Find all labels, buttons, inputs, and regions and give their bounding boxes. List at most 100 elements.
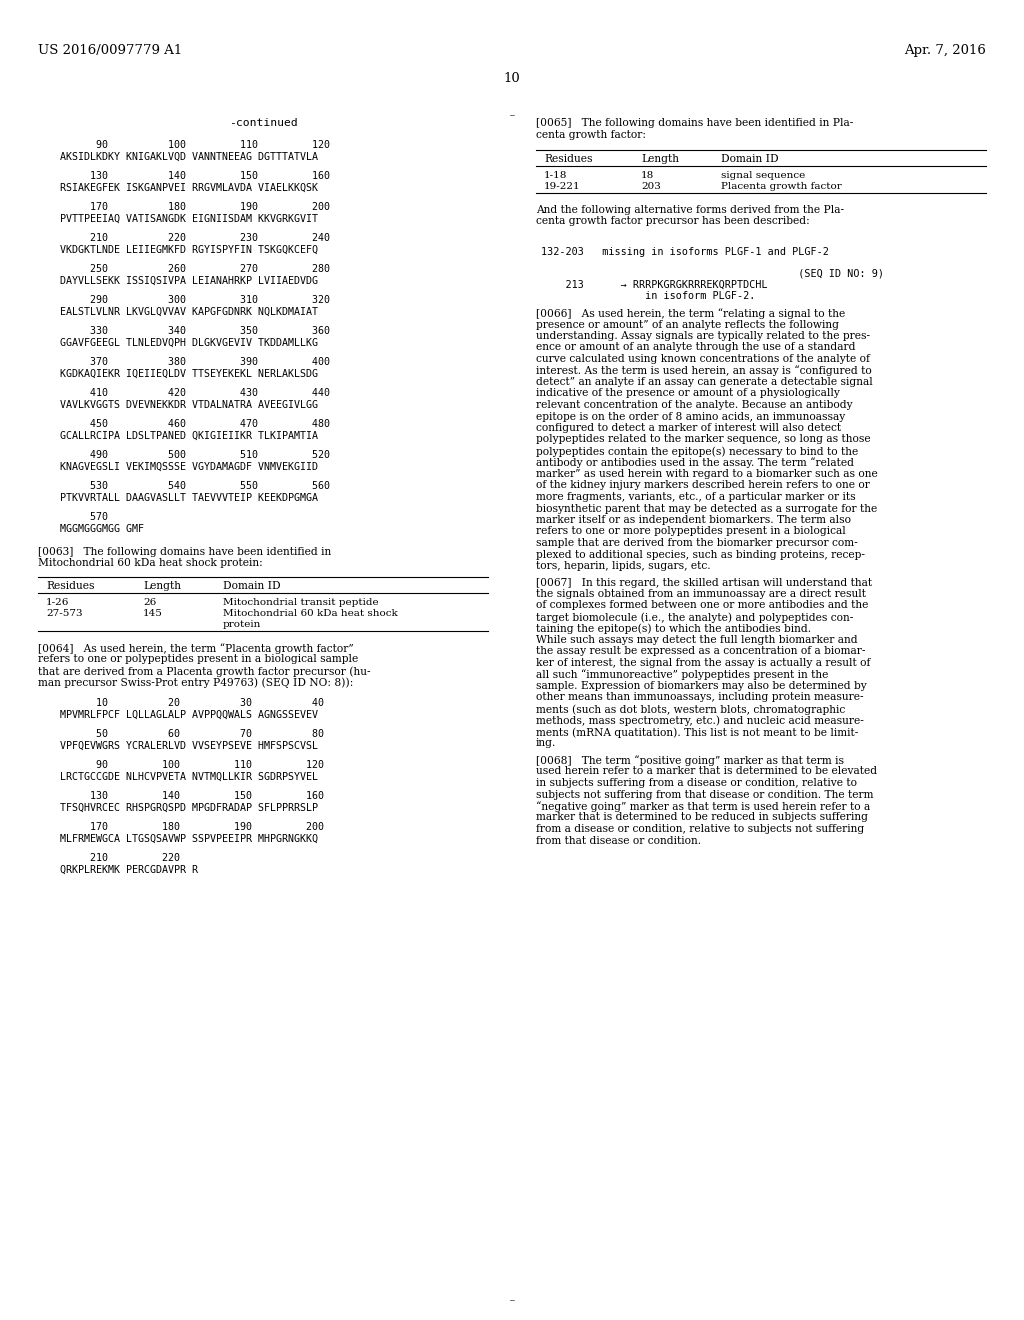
Text: ker of interest, the signal from the assay is actually a result of: ker of interest, the signal from the ass… [536,657,870,668]
Text: EALSTLVLNR LKVGLQVVAV KAPGFGDNRK NQLKDMAIAT: EALSTLVLNR LKVGLQVVAV KAPGFGDNRK NQLKDMA… [60,308,318,317]
Text: DAYVLLSEKK ISSIQSIVPA LEIANAHRKP LVIIAEDVDG: DAYVLLSEKK ISSIQSIVPA LEIANAHRKP LVIIAED… [60,276,318,286]
Text: curve calculated using known concentrations of the analyte of: curve calculated using known concentrati… [536,354,869,364]
Text: While such assays may detect the full length biomarker and: While such assays may detect the full le… [536,635,858,645]
Text: from that disease or condition.: from that disease or condition. [536,836,701,846]
Text: RSIAKEGFEK ISKGANPVEI RRGVMLAVDA VIAELKKQSK: RSIAKEGFEK ISKGANPVEI RRGVMLAVDA VIAELKK… [60,183,318,193]
Text: KNAGVEGSLI VEKIMQSSSE VGYDAMAGDF VNMVEKGIID: KNAGVEGSLI VEKIMQSSSE VGYDAMAGDF VNMVEKG… [60,462,318,473]
Text: 130          140         150         160: 130 140 150 160 [60,172,330,181]
Text: more fragments, variants, etc., of a particular marker or its: more fragments, variants, etc., of a par… [536,492,856,502]
Text: ments (mRNA quatitation). This list is not meant to be limit-: ments (mRNA quatitation). This list is n… [536,727,858,738]
Text: of complexes formed between one or more antibodies and the: of complexes formed between one or more … [536,601,868,610]
Text: methods, mass spectrometry, etc.) and nucleic acid measure-: methods, mass spectrometry, etc.) and nu… [536,715,864,726]
Text: in subjects suffering from a disease or condition, relative to: in subjects suffering from a disease or … [536,777,857,788]
Text: tors, heparin, lipids, sugars, etc.: tors, heparin, lipids, sugars, etc. [536,561,711,572]
Text: 1-26: 1-26 [46,598,70,607]
Text: 210          220         230         240: 210 220 230 240 [60,234,330,243]
Text: 90         100         110         120: 90 100 110 120 [60,760,324,770]
Text: presence or amount” of an analyte reflects the following: presence or amount” of an analyte reflec… [536,319,839,330]
Text: 410          420         430         440: 410 420 430 440 [60,388,330,399]
Text: Mitochondrial 60 kDa heat shock protein:: Mitochondrial 60 kDa heat shock protein: [38,558,263,569]
Text: 145: 145 [143,609,163,618]
Text: the assay result be expressed as a concentration of a biomar-: the assay result be expressed as a conce… [536,647,865,656]
Text: And the following alternative forms derived from the Pla-: And the following alternative forms deri… [536,205,844,215]
Text: 370          380         390         400: 370 380 390 400 [60,356,330,367]
Text: marker that is determined to be reduced in subjects suffering: marker that is determined to be reduced … [536,813,868,822]
Text: of the kidney injury markers described herein refers to one or: of the kidney injury markers described h… [536,480,869,491]
Text: refers to one or more polypeptides present in a biological: refers to one or more polypeptides prese… [536,527,846,536]
Text: relevant concentration of the analyte. Because an antibody: relevant concentration of the analyte. B… [536,400,853,411]
Text: Domain ID: Domain ID [721,154,778,164]
Text: -continued: -continued [228,117,297,128]
Text: [0063]   The following domains have been identified in: [0063] The following domains have been i… [38,546,331,557]
Text: [0066]   As used herein, the term “relating a signal to the: [0066] As used herein, the term “relatin… [536,308,845,319]
Text: Length: Length [641,154,679,164]
Text: 170          180         190         200: 170 180 190 200 [60,202,330,213]
Text: VAVLKVGGTS DVEVNEKKDR VTDALNATRA AVEEGIVLGG: VAVLKVGGTS DVEVNEKKDR VTDALNATRA AVEEGIV… [60,400,318,411]
Text: LRCTGCCGDE NLHCVPVETA NVTMQLLKIR SGDRPSYVEL: LRCTGCCGDE NLHCVPVETA NVTMQLLKIR SGDRPSY… [60,772,318,781]
Text: Apr. 7, 2016: Apr. 7, 2016 [904,44,986,57]
Text: Residues: Residues [46,581,94,591]
Text: 290          300         310         320: 290 300 310 320 [60,294,330,305]
Text: MGGMGGGMGG GMF: MGGMGGGMGG GMF [60,524,144,535]
Text: Placenta growth factor: Placenta growth factor [721,182,842,191]
Text: ments (such as dot blots, western blots, chromatographic: ments (such as dot blots, western blots,… [536,704,845,714]
Text: marker” as used herein with regard to a biomarker such as one: marker” as used herein with regard to a … [536,469,878,479]
Text: biosynthetic parent that may be detected as a surrogate for the: biosynthetic parent that may be detected… [536,503,878,513]
Text: target biomolecule (i.e., the analyte) and polypeptides con-: target biomolecule (i.e., the analyte) a… [536,612,853,623]
Text: 90          100         110         120: 90 100 110 120 [60,140,330,150]
Text: 330          340         350         360: 330 340 350 360 [60,326,330,337]
Text: AKSIDLKDKY KNIGAKLVQD VANNTNEEAG DGTTTATVLA: AKSIDLKDKY KNIGAKLVQD VANNTNEEAG DGTTTAT… [60,152,318,162]
Text: interest. As the term is used herein, an assay is “configured to: interest. As the term is used herein, an… [536,366,871,376]
Text: signal sequence: signal sequence [721,172,805,180]
Text: ing.: ing. [536,738,556,748]
Text: understanding. Assay signals are typically related to the pres-: understanding. Assay signals are typical… [536,331,870,341]
Text: Mitochondrial 60 kDa heat shock: Mitochondrial 60 kDa heat shock [223,609,397,618]
Text: epitope is on the order of 8 amino acids, an immunoassay: epitope is on the order of 8 amino acids… [536,412,845,421]
Text: refers to one or polypeptides present in a biological sample: refers to one or polypeptides present in… [38,655,358,664]
Text: VPFQEVWGRS YCRALERLVD VVSEYPSEVE HMFSPSCVSL: VPFQEVWGRS YCRALERLVD VVSEYPSEVE HMFSPSC… [60,741,318,751]
Text: polypeptides related to the marker sequence, so long as those: polypeptides related to the marker seque… [536,434,870,445]
Text: “negative going” marker as that term is used herein refer to a: “negative going” marker as that term is … [536,801,870,812]
Text: 132-203   missing in isoforms PLGF-1 and PLGF-2: 132-203 missing in isoforms PLGF-1 and P… [541,247,828,257]
Text: indicative of the presence or amount of a physiologically: indicative of the presence or amount of … [536,388,840,399]
Text: used herein refer to a marker that is determined to be elevated: used herein refer to a marker that is de… [536,767,878,776]
Text: 27-573: 27-573 [46,609,83,618]
Text: [0067]   In this regard, the skilled artisan will understand that: [0067] In this regard, the skilled artis… [536,578,872,587]
Text: 210         220: 210 220 [60,853,180,863]
Text: 530          540         550         560: 530 540 550 560 [60,480,330,491]
Text: sample. Expression of biomarkers may also be determined by: sample. Expression of biomarkers may als… [536,681,866,690]
Text: Mitochondrial transit peptide: Mitochondrial transit peptide [223,598,379,607]
Text: Length: Length [143,581,181,591]
Text: 50          60          70          80: 50 60 70 80 [60,729,324,739]
Text: in isoform PLGF-2.: in isoform PLGF-2. [541,290,756,301]
Text: centa growth factor precursor has been described:: centa growth factor precursor has been d… [536,216,810,227]
Text: protein: protein [223,620,261,630]
Text: from a disease or condition, relative to subjects not suffering: from a disease or condition, relative to… [536,824,864,834]
Text: detect” an analyte if an assay can generate a detectable signal: detect” an analyte if an assay can gener… [536,378,872,387]
Text: sample that are derived from the biomarker precursor com-: sample that are derived from the biomark… [536,539,858,548]
Text: US 2016/0097779 A1: US 2016/0097779 A1 [38,44,182,57]
Text: 203: 203 [641,182,660,191]
Text: that are derived from a Placenta growth factor precursor (hu-: that are derived from a Placenta growth … [38,667,371,677]
Text: configured to detect a marker of interest will also detect: configured to detect a marker of interes… [536,422,841,433]
Text: GGAVFGEEGL TLNLEDVQPH DLGKVGEVIV TKDDAMLLKG: GGAVFGEEGL TLNLEDVQPH DLGKVGEVIV TKDDAML… [60,338,318,348]
Text: 1-18: 1-18 [544,172,567,180]
Text: ence or amount of an analyte through the use of a standard: ence or amount of an analyte through the… [536,342,855,352]
Text: all such “immunoreactive” polypeptides present in the: all such “immunoreactive” polypeptides p… [536,669,828,680]
Text: 250          260         270         280: 250 260 270 280 [60,264,330,275]
Text: subjects not suffering from that disease or condition. The term: subjects not suffering from that disease… [536,789,873,800]
Text: MPVMRLFPCF LQLLAGLALP AVPPQQWALS AGNGSSEVEV: MPVMRLFPCF LQLLAGLALP AVPPQQWALS AGNGSSE… [60,710,318,719]
Text: VKDGKTLNDE LEIIEGMKFD RGYISPYFIN TSKGQKCEFQ: VKDGKTLNDE LEIIEGMKFD RGYISPYFIN TSKGQKC… [60,246,318,255]
Text: (SEQ ID NO: 9): (SEQ ID NO: 9) [541,269,884,279]
Text: PVTTPEEIAQ VATISANGDK EIGNIISDAM KKVGRKGVIT: PVTTPEEIAQ VATISANGDK EIGNIISDAM KKVGRKG… [60,214,318,224]
Text: 570: 570 [60,512,108,521]
Text: PTKVVRTALL DAAGVASLLT TAEVVVTEIP KEEKDPGMGA: PTKVVRTALL DAAGVASLLT TAEVVVTEIP KEEKDPG… [60,492,318,503]
Text: man precursor Swiss-Prot entry P49763) (SEQ ID NO: 8)):: man precursor Swiss-Prot entry P49763) (… [38,677,353,688]
Text: [0064]   As used herein, the term “Placenta growth factor”: [0064] As used herein, the term “Placent… [38,643,353,653]
Text: 170         180         190         200: 170 180 190 200 [60,822,324,832]
Text: the signals obtained from an immunoassay are a direct result: the signals obtained from an immunoassay… [536,589,866,599]
Text: 213      → RRRPKGRGKRRREKQRPTDCHL: 213 → RRRPKGRGKRRREKQRPTDCHL [541,280,768,290]
Text: marker itself or as independent biomarkers. The term also: marker itself or as independent biomarke… [536,515,851,525]
Text: polypeptides contain the epitope(s) necessary to bind to the: polypeptides contain the epitope(s) nece… [536,446,858,457]
Text: 18: 18 [641,172,654,180]
